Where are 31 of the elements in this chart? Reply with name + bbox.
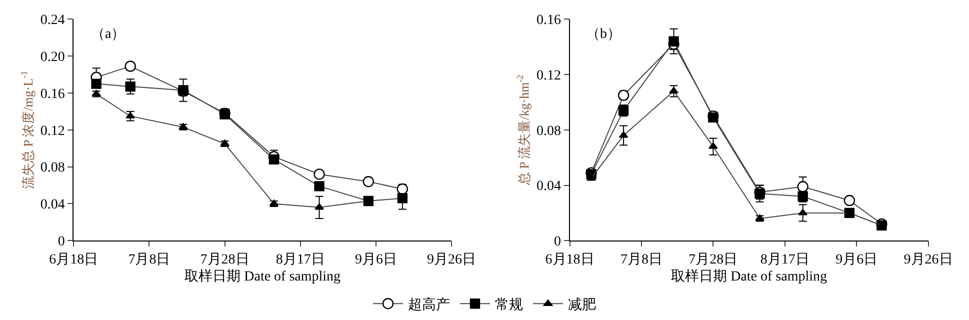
y-tick-label: 0 [58, 234, 65, 250]
x-tick-label: 6月18日 [49, 252, 98, 268]
x-axis-title: 取样日期 Date of sampling [671, 268, 827, 285]
y-tick-label: 0.16 [40, 86, 65, 102]
y-tick-label: 0.24 [40, 13, 65, 28]
annotation: （b） [586, 27, 621, 42]
y-tick-label: 0.12 [40, 124, 65, 139]
x-tick-label: 8月17日 [760, 252, 810, 268]
y-tick-label: 0.20 [40, 50, 65, 66]
y-tick-label: 0.04 [536, 179, 561, 194]
y-tick-label: 0.12 [536, 68, 561, 84]
legend-label: 常规 [495, 297, 523, 314]
y-tick-label: 0 [554, 234, 561, 250]
x-tick-label: 9月6日 [836, 252, 878, 268]
y-tick-label: 0.04 [40, 198, 65, 213]
x-tick-label: 8月17日 [276, 252, 325, 268]
x-tick-label: 7月8日 [128, 252, 170, 268]
x-tick-label: 6月18日 [545, 252, 594, 268]
x-tick-label: 9月26日 [427, 252, 476, 268]
x-tick-label: 7月28日 [688, 252, 738, 268]
annotation: （a） [91, 27, 126, 42]
x-tick-label: 9月6日 [354, 252, 397, 268]
legend-label: 减肥 [568, 297, 596, 314]
y-tick-label: 0.08 [40, 160, 65, 176]
legend-label: 超高产 [408, 297, 450, 314]
y-tick-label: 0.16 [536, 13, 561, 28]
x-axis-title: 取样日期 Date of sampling [184, 268, 341, 285]
y-tick-label: 0.08 [536, 124, 561, 139]
x-tick-label: 9月26日 [904, 252, 953, 268]
x-tick-label: 7月8日 [620, 252, 662, 268]
x-tick-label: 7月28日 [200, 252, 250, 268]
